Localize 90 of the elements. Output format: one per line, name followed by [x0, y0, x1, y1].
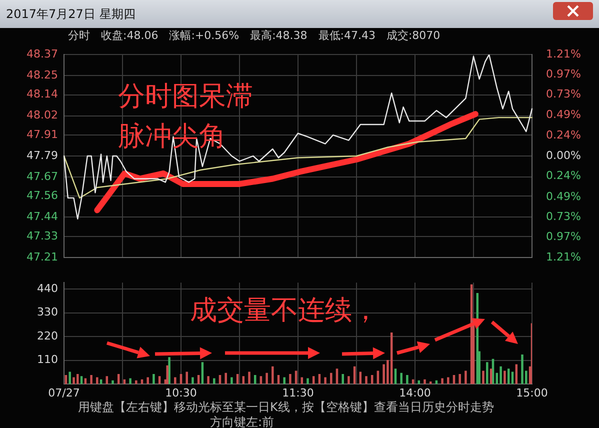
bar — [482, 370, 484, 384]
bar — [106, 376, 108, 384]
y-tick-label: 48.25 — [26, 68, 58, 82]
bar — [294, 370, 298, 384]
y2-tick-label: 0.73% — [546, 210, 581, 224]
y-tick-label: 48.02 — [26, 108, 58, 122]
y-tick-label: 47.21 — [26, 250, 58, 264]
y2-tick-label: 0.97% — [546, 68, 581, 81]
y-tick-label: 330 — [37, 306, 58, 319]
bar — [300, 377, 304, 384]
y2-tick-label: 0.24% — [546, 168, 581, 182]
bar — [365, 376, 368, 384]
text: 方向键左:前 — [209, 415, 276, 428]
bar — [213, 378, 216, 384]
bar — [174, 377, 176, 384]
bar — [521, 354, 524, 384]
bar — [330, 372, 332, 384]
y2-tick-label: 1.21% — [546, 47, 581, 60]
x-tick-label: 10:30 — [165, 386, 197, 400]
bar — [447, 377, 450, 384]
bar — [464, 370, 467, 384]
y-tick-label: 47.67 — [26, 170, 58, 183]
bar — [458, 374, 461, 384]
y-tick-label: 47.33 — [26, 229, 58, 242]
bar — [76, 374, 79, 384]
bar — [248, 372, 250, 384]
bar — [224, 372, 227, 384]
y-tick-label: 47.79 — [26, 148, 58, 162]
bar — [242, 376, 245, 384]
text: 用键盘【左右键】移动光标至某一日K线，按【空格键】查看当日历史分时走势 — [77, 400, 495, 415]
y2-tick-label: 1.21% — [546, 250, 581, 264]
bar — [289, 374, 292, 384]
bar — [441, 378, 444, 384]
bar — [486, 362, 488, 384]
bar — [283, 377, 286, 384]
y-tick-label: 440 — [37, 282, 58, 295]
bar — [146, 377, 149, 384]
x-tick-label: 14:00 — [399, 386, 431, 400]
y2-tick-label: 0.49% — [546, 190, 581, 203]
bar — [186, 372, 188, 384]
bar — [382, 364, 385, 384]
bar — [272, 366, 274, 384]
y2-tick-label: 0.49% — [546, 108, 581, 121]
y2-tick-label: 0.73% — [546, 88, 581, 101]
bar — [168, 357, 170, 384]
bar — [192, 377, 194, 384]
y-tick-label: 48.37 — [26, 47, 58, 60]
annotation: 分时图呆滞 — [118, 80, 253, 114]
bar — [500, 366, 502, 384]
bar — [129, 378, 132, 384]
bar — [152, 374, 155, 384]
bar — [348, 376, 350, 384]
bar — [260, 376, 262, 384]
bar — [400, 372, 402, 384]
y2-tick-label: 0.97% — [546, 230, 581, 244]
bar — [312, 376, 315, 384]
bar — [306, 378, 309, 384]
bar — [324, 377, 326, 384]
bar — [406, 375, 408, 384]
bar — [158, 376, 161, 384]
bar — [424, 379, 426, 384]
y-tick-label: 220 — [37, 329, 58, 342]
bar — [166, 365, 168, 384]
y-tick-label: 47.91 — [26, 128, 58, 141]
x-tick-label: 07/27 — [48, 386, 80, 400]
bar — [504, 370, 506, 384]
bar — [135, 380, 138, 384]
bar — [72, 377, 75, 384]
annotation: 成交量不连续， — [190, 294, 379, 328]
y-tick-label: 47.44 — [26, 210, 58, 224]
bar — [68, 372, 71, 384]
x-tick-label: 11:30 — [282, 386, 314, 400]
bar — [376, 370, 380, 384]
bar — [230, 377, 233, 384]
bar — [96, 377, 98, 384]
y2-tick-label: 0.00% — [546, 148, 581, 162]
y-tick-label: 48.14 — [26, 88, 58, 101]
annotation: 脉冲尖角 — [118, 120, 226, 154]
bar — [112, 380, 114, 384]
bar — [207, 376, 210, 384]
bar — [266, 372, 268, 384]
bar — [342, 374, 344, 384]
y2-tick-label: 0.24% — [546, 128, 581, 142]
y-tick-label: 47.56 — [26, 189, 58, 202]
bar — [90, 375, 92, 384]
x-tick-label: 15:00 — [516, 386, 548, 400]
y-tick-label: 110 — [37, 353, 58, 366]
bar — [80, 376, 83, 384]
chart-title: 2017年7月27日 星期四 — [6, 6, 136, 23]
chart-subtitle: 分时 收盘:48.06 涨幅:+0.56% 最高:48.38 最低:47.43 成交:8070 — [67, 28, 442, 42]
